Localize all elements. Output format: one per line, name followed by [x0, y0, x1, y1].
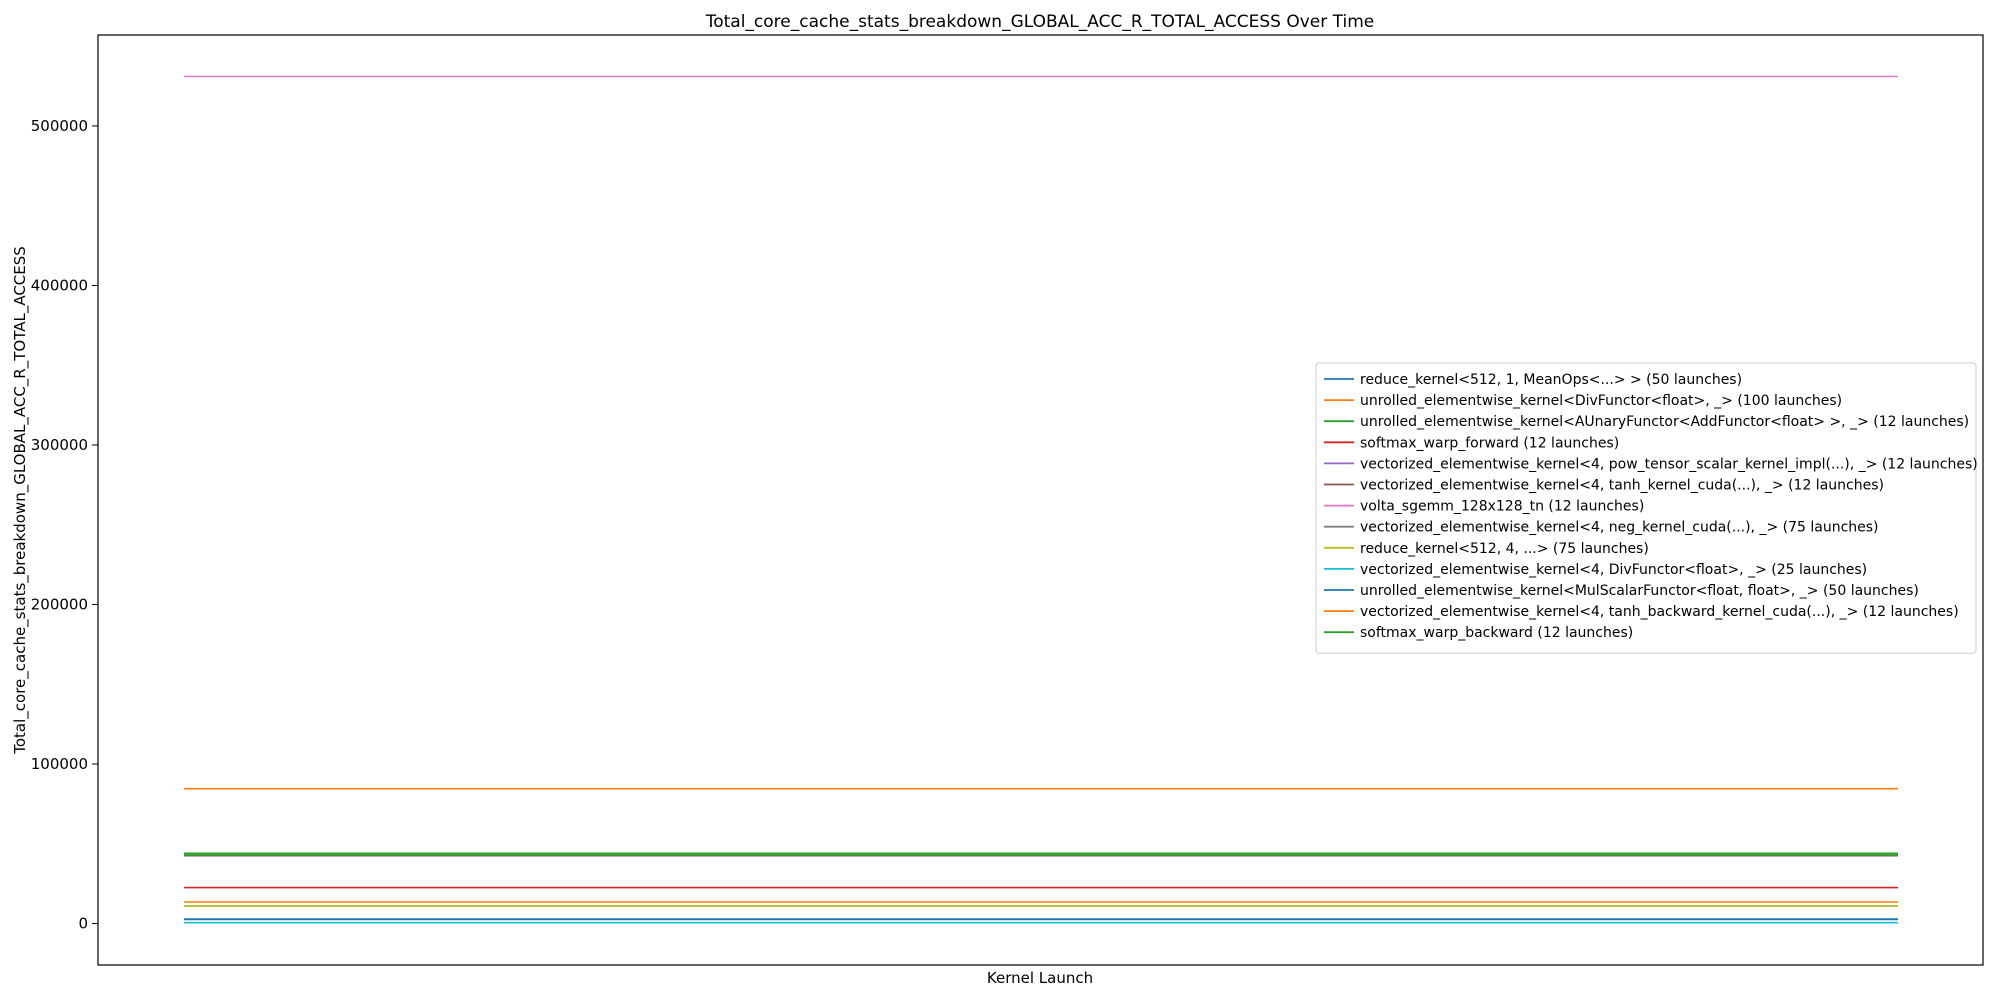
legend-label-12: vectorized_elementwise_kernel<4, tanh_ba… — [1360, 604, 1959, 620]
legend-label-4: softmax_warp_forward (12 launches) — [1360, 435, 1619, 451]
axes-frame — [97, 34, 1984, 966]
y-tick-label: 400000 — [31, 276, 88, 294]
legend-label-8: vectorized_elementwise_kernel<4, neg_ker… — [1360, 520, 1879, 536]
legend-label-9: reduce_kernel<512, 4, ...> (75 launches) — [1360, 541, 1649, 557]
y-tick-label: 200000 — [31, 595, 88, 613]
legend-label-6: vectorized_elementwise_kernel<4, tanh_ke… — [1360, 478, 1884, 494]
y-tick-label: 0 — [78, 915, 88, 933]
legend-label-2: unrolled_elementwise_kernel<DivFunctor<f… — [1360, 393, 1842, 409]
legend-box — [1315, 362, 1977, 654]
chart-title: Total_core_cache_stats_breakdown_GLOBAL_… — [705, 12, 1375, 32]
y-tick-label: 100000 — [31, 755, 88, 773]
plot-area — [184, 75, 1898, 924]
legend-label-7: volta_sgemm_128x128_tn (12 launches) — [1360, 499, 1644, 515]
legend-label-13: softmax_warp_backward (12 launches) — [1360, 625, 1633, 641]
x-axis-label: Kernel Launch — [987, 969, 1093, 987]
legend-label-5: vectorized_elementwise_kernel<4, pow_ten… — [1360, 456, 1978, 472]
legend: reduce_kernel<512, 1, MeanOps<...> > (50… — [1315, 362, 1978, 654]
legend-label-11: unrolled_elementwise_kernel<MulScalarFun… — [1360, 583, 1919, 599]
y-axis-label: Total_core_cache_stats_breakdown_GLOBAL_… — [11, 246, 30, 755]
legend-label-3: unrolled_elementwise_kernel<AUnaryFuncto… — [1360, 414, 1969, 430]
legend-label-10: vectorized_elementwise_kernel<4, DivFunc… — [1360, 562, 1867, 578]
y-tick-label: 500000 — [31, 117, 88, 135]
y-tick-label: 300000 — [31, 436, 88, 454]
legend-label-1: reduce_kernel<512, 1, MeanOps<...> > (50… — [1360, 372, 1742, 388]
y-axis: 0 100000 200000 300000 400000 500000 — [31, 117, 98, 933]
